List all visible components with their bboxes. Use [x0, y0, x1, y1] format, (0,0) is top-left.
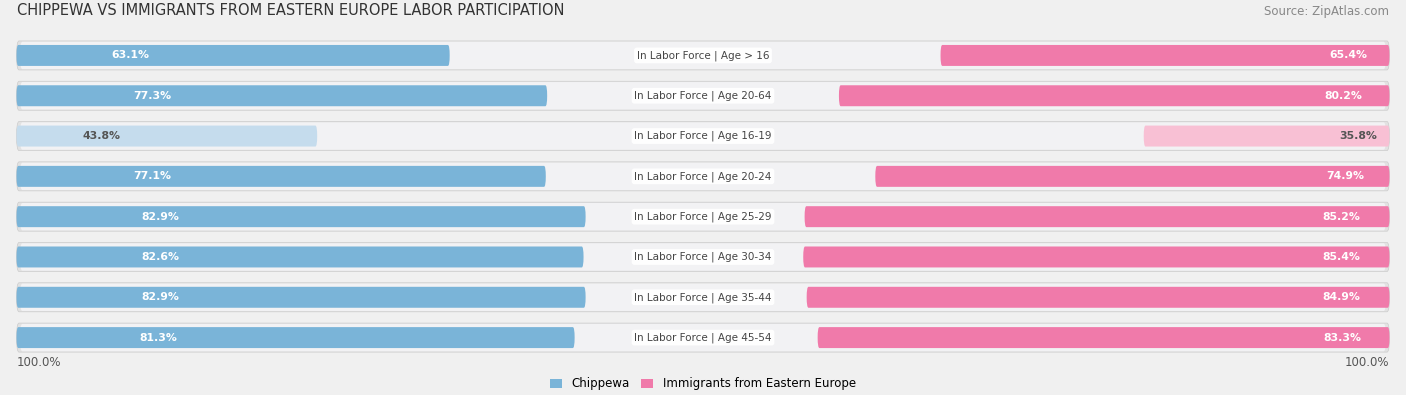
Text: 82.9%: 82.9% [142, 212, 180, 222]
FancyBboxPatch shape [17, 283, 1389, 312]
Text: CHIPPEWA VS IMMIGRANTS FROM EASTERN EUROPE LABOR PARTICIPATION: CHIPPEWA VS IMMIGRANTS FROM EASTERN EURO… [17, 4, 564, 18]
FancyBboxPatch shape [20, 284, 1386, 311]
FancyBboxPatch shape [20, 203, 1386, 230]
Text: 65.4%: 65.4% [1329, 51, 1367, 60]
FancyBboxPatch shape [20, 163, 1386, 190]
FancyBboxPatch shape [17, 85, 547, 106]
FancyBboxPatch shape [17, 287, 586, 308]
Text: 63.1%: 63.1% [112, 51, 150, 60]
Text: 82.6%: 82.6% [141, 252, 179, 262]
FancyBboxPatch shape [20, 42, 1386, 69]
FancyBboxPatch shape [17, 126, 318, 147]
FancyBboxPatch shape [17, 246, 583, 267]
FancyBboxPatch shape [803, 246, 1389, 267]
FancyBboxPatch shape [876, 166, 1389, 187]
Text: 35.8%: 35.8% [1340, 131, 1378, 141]
Text: In Labor Force | Age 30-34: In Labor Force | Age 30-34 [634, 252, 772, 262]
Text: In Labor Force | Age 25-29: In Labor Force | Age 25-29 [634, 211, 772, 222]
FancyBboxPatch shape [807, 287, 1389, 308]
Text: 83.3%: 83.3% [1323, 333, 1361, 342]
FancyBboxPatch shape [17, 202, 1389, 231]
Text: 85.4%: 85.4% [1322, 252, 1360, 262]
Text: Source: ZipAtlas.com: Source: ZipAtlas.com [1264, 6, 1389, 18]
FancyBboxPatch shape [20, 243, 1386, 271]
FancyBboxPatch shape [17, 206, 586, 227]
FancyBboxPatch shape [17, 41, 1389, 70]
Legend: Chippewa, Immigrants from Eastern Europe: Chippewa, Immigrants from Eastern Europe [546, 372, 860, 395]
FancyBboxPatch shape [941, 45, 1389, 66]
FancyBboxPatch shape [20, 82, 1386, 109]
Text: 74.9%: 74.9% [1326, 171, 1364, 181]
FancyBboxPatch shape [17, 323, 1389, 352]
FancyBboxPatch shape [17, 122, 1389, 150]
Text: 85.2%: 85.2% [1323, 212, 1360, 222]
FancyBboxPatch shape [818, 327, 1389, 348]
Text: In Labor Force | Age 16-19: In Labor Force | Age 16-19 [634, 131, 772, 141]
FancyBboxPatch shape [804, 206, 1389, 227]
Text: 77.1%: 77.1% [134, 171, 172, 181]
Text: 82.9%: 82.9% [142, 292, 180, 302]
FancyBboxPatch shape [839, 85, 1389, 106]
Text: In Labor Force | Age 45-54: In Labor Force | Age 45-54 [634, 332, 772, 343]
Text: In Labor Force | Age 20-24: In Labor Force | Age 20-24 [634, 171, 772, 182]
Text: 100.0%: 100.0% [17, 356, 60, 369]
FancyBboxPatch shape [20, 324, 1386, 351]
Text: 84.9%: 84.9% [1323, 292, 1361, 302]
FancyBboxPatch shape [1143, 126, 1389, 147]
Text: In Labor Force | Age 20-64: In Labor Force | Age 20-64 [634, 90, 772, 101]
FancyBboxPatch shape [17, 243, 1389, 271]
FancyBboxPatch shape [17, 327, 575, 348]
Text: 80.2%: 80.2% [1324, 91, 1362, 101]
FancyBboxPatch shape [20, 122, 1386, 150]
FancyBboxPatch shape [17, 162, 1389, 191]
FancyBboxPatch shape [17, 166, 546, 187]
Text: 43.8%: 43.8% [83, 131, 121, 141]
Text: 81.3%: 81.3% [139, 333, 177, 342]
FancyBboxPatch shape [17, 45, 450, 66]
Text: 77.3%: 77.3% [134, 91, 172, 101]
Text: 100.0%: 100.0% [1346, 356, 1389, 369]
Text: In Labor Force | Age 35-44: In Labor Force | Age 35-44 [634, 292, 772, 303]
FancyBboxPatch shape [17, 81, 1389, 110]
Text: In Labor Force | Age > 16: In Labor Force | Age > 16 [637, 50, 769, 61]
